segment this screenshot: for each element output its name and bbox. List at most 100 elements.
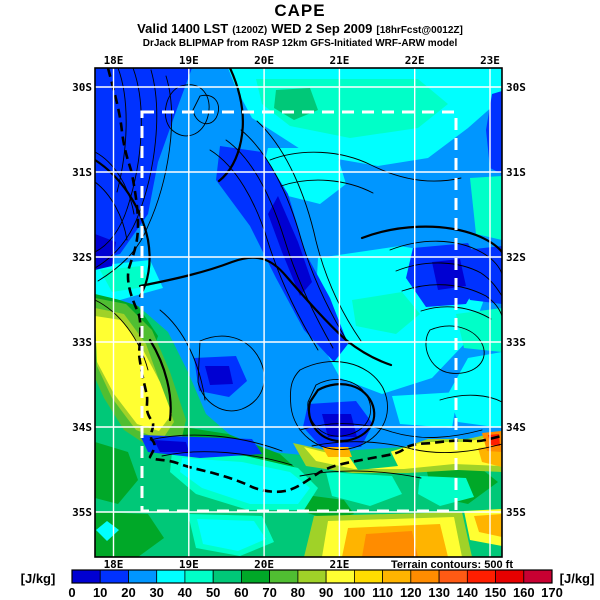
cape-fill (197, 519, 266, 551)
terrain-contour (225, 139, 334, 349)
terrain-contour (420, 306, 492, 320)
colorbar-tick: 100 (344, 585, 366, 600)
colorbar: 0 10 20 30 40 50 60 70 80 90 100 110 120… (21, 569, 595, 600)
colorbar-segment (438, 569, 468, 584)
terrain-contour (256, 120, 362, 342)
colorbar-tick: 160 (513, 585, 535, 600)
terrain-contour (95, 68, 142, 253)
terrain-contour (439, 394, 502, 403)
colorbar-tick: 60 (234, 585, 248, 600)
colorbar-segment (410, 569, 440, 584)
lon-tick-bottom: 21E (329, 558, 349, 571)
colorbar-tick: 130 (428, 585, 450, 600)
colorbar-tick: 10 (93, 585, 107, 600)
colorbar-unit-right: [J/kg] (560, 571, 595, 586)
latlon-grid (95, 68, 502, 557)
cape-fill (140, 435, 262, 458)
cape-fill (474, 514, 502, 537)
cape-fill (326, 472, 402, 506)
cape-fill (95, 234, 116, 270)
terrain-contour (425, 325, 485, 374)
cape-fill (352, 292, 420, 334)
colorbar-segment (128, 569, 158, 584)
colorbar-tick: 80 (291, 585, 305, 600)
colorbar-tick: 50 (206, 585, 220, 600)
terrain-contour (280, 179, 374, 194)
colorbar-segment (353, 569, 384, 584)
terrain-contour (192, 94, 220, 125)
cape-fill (154, 440, 189, 452)
terrain-contour (159, 309, 206, 401)
colorbar-tick: 40 (178, 585, 192, 600)
model-credit-line: DrJack BLIPMAP from RASP 12km GFS-Initia… (142, 38, 458, 49)
lat-tick-left: 32S (72, 251, 92, 264)
colorbar-tick: 110 (372, 585, 393, 600)
colorbar-tick: 20 (121, 585, 135, 600)
colorbar-tick: 70 (262, 585, 276, 600)
lon-tick-bottom: 19E (179, 558, 199, 571)
lon-tick-top: 21E (329, 54, 349, 67)
colorbar-tick: 30 (149, 585, 163, 600)
cape-fill (330, 164, 462, 215)
cape-fill (268, 196, 312, 296)
lat-tick-right: 30S (506, 81, 526, 94)
colorbar-tick: 90 (319, 585, 333, 600)
colorbar-segment (99, 569, 129, 584)
page-title: CAPE (274, 1, 326, 20)
cape-fill (362, 531, 418, 557)
terrain-contour-index (138, 256, 393, 367)
terrain-contours-note: Terrain contours: 500 ft (391, 559, 513, 571)
colorbar-segment (523, 569, 553, 584)
colorbar-border (71, 569, 553, 584)
terrain-contour (197, 335, 265, 412)
lat-tick-right: 35S (506, 506, 526, 519)
terrain-contours (95, 68, 502, 494)
colorbar-unit-left: [J/kg] (21, 571, 56, 586)
cape-fill (100, 266, 150, 292)
terrain-contour (95, 181, 128, 241)
terrain-contour (401, 284, 502, 317)
colorbar-segment (212, 569, 242, 584)
terrain-contour (311, 441, 502, 454)
lat-tick-left: 31S (72, 166, 92, 179)
terrain-contour (95, 299, 149, 371)
cape-fill (205, 366, 233, 385)
axis-labels: 18E 19E 20E 21E 22E 23E 18E 19E 20E 21E … (72, 54, 526, 571)
map-border (94, 67, 503, 558)
lat-tick-right: 31S (506, 166, 526, 179)
terrain-contour (299, 423, 483, 438)
colorbar-tick: 120 (400, 585, 422, 600)
cape-fill (95, 512, 164, 557)
cape-fill (95, 442, 138, 504)
terrain-contour (209, 149, 319, 351)
lat-tick-right: 34S (506, 421, 526, 434)
colorbar-segment (297, 569, 327, 584)
forecast-tag: [18hrFcst@0012Z] (376, 25, 463, 36)
lon-tick-top: 20E (254, 54, 274, 67)
lat-tick-right: 32S (506, 251, 526, 264)
terrain-contour (395, 262, 502, 297)
lat-tick-right: 33S (506, 336, 526, 349)
colorbar-segment (71, 569, 101, 584)
lon-tick-top: 18E (104, 54, 124, 67)
colorbar-segment (382, 569, 412, 584)
lat-tick-left: 34S (72, 421, 92, 434)
valid-date: WED 2 Sep 2009 (271, 21, 373, 36)
issue-time: (1200Z) (232, 25, 268, 36)
coastline (106, 68, 502, 494)
cape-fill (470, 176, 502, 240)
lon-tick-top: 22E (405, 54, 425, 67)
colorbar-tick: 150 (485, 585, 507, 600)
lat-tick-left: 30S (72, 81, 92, 94)
terrain-contour-index (148, 338, 172, 422)
valid-prefix: Valid 1400 LST (137, 21, 229, 36)
colorbar-tick: 140 (456, 585, 478, 600)
colorbar-segment (325, 569, 355, 584)
colorbar-segment (240, 569, 271, 584)
lon-tick-bottom: 18E (104, 558, 124, 571)
terrain-contour (289, 361, 388, 450)
colorbar-tick: 0 (68, 585, 75, 600)
lon-tick-top: 19E (179, 54, 199, 67)
